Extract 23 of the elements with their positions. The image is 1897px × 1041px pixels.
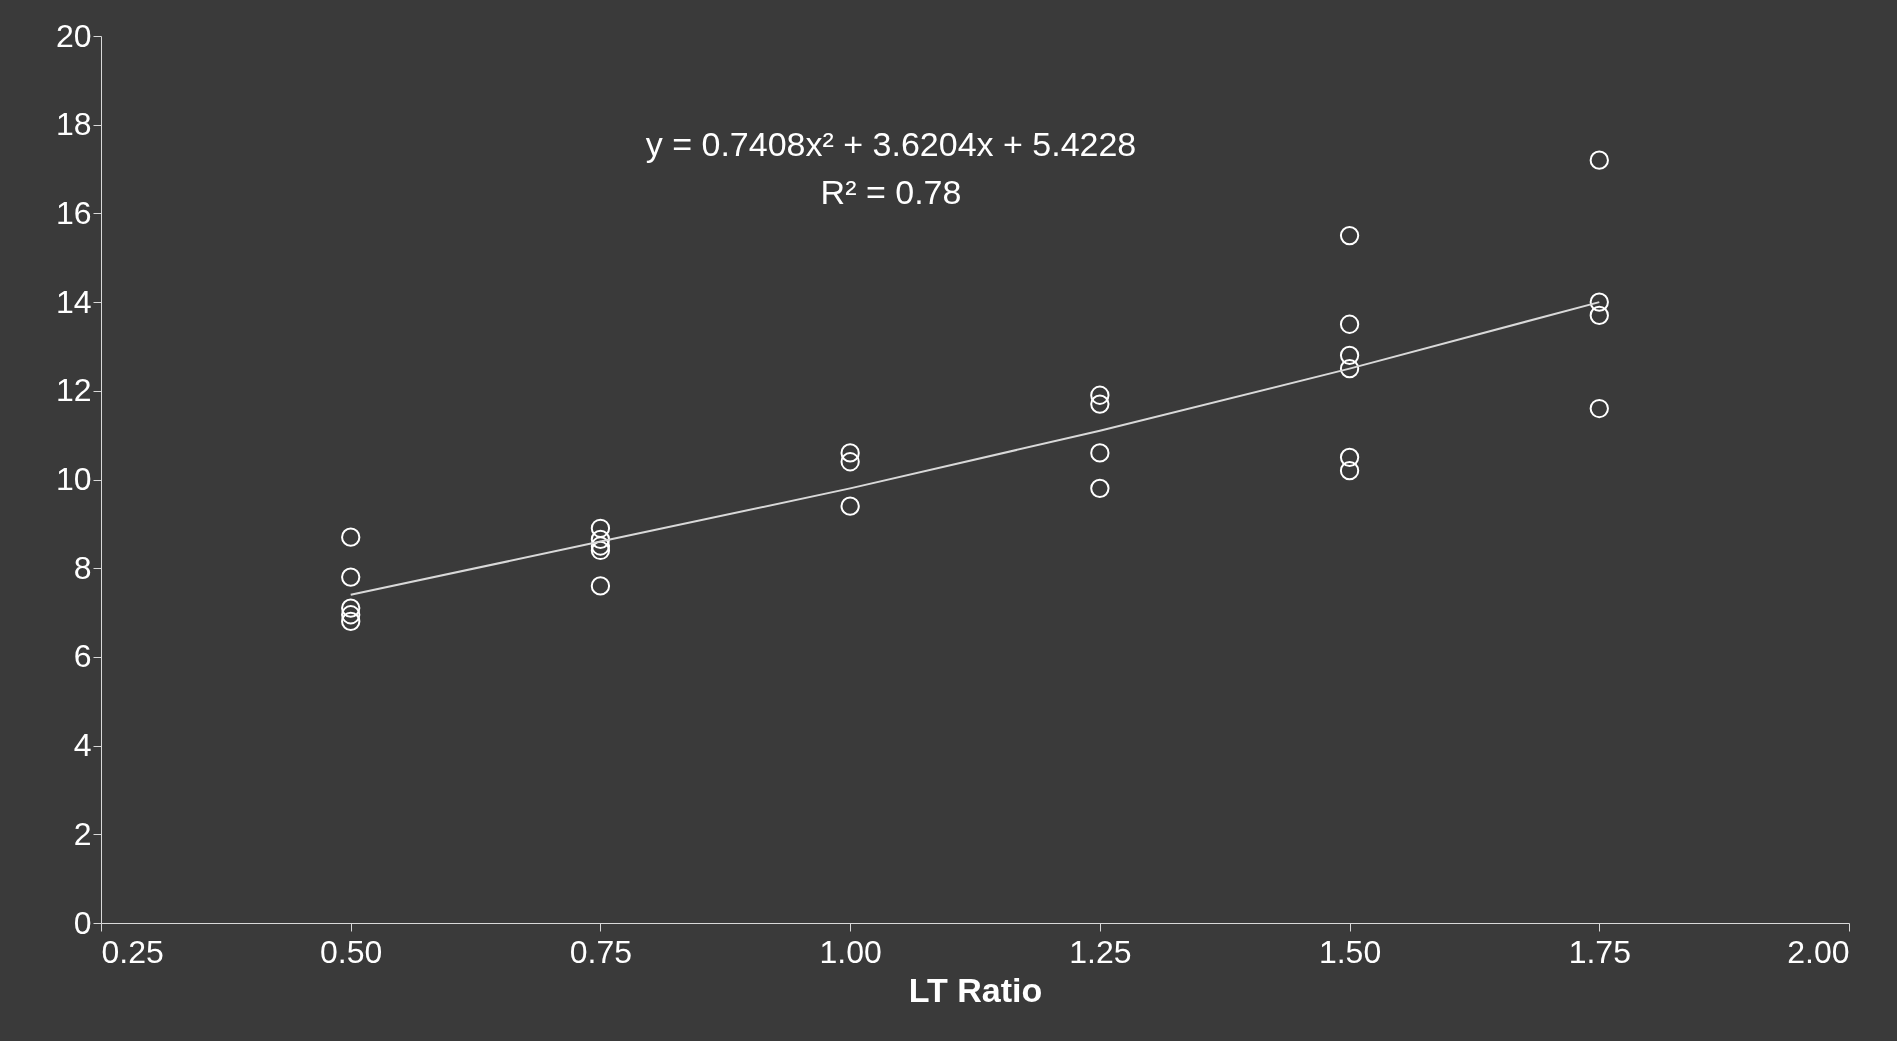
annotation: R² = 0.78 <box>820 173 962 211</box>
y-tick-label: 6 <box>73 638 92 675</box>
y-tick-label: 18 <box>55 106 92 143</box>
y-tick-label: 10 <box>55 461 92 497</box>
annotation: y = 0.7408x² + 3.6204x + 5.4228 <box>645 125 1137 163</box>
y-tick-label: 0 <box>73 904 92 941</box>
x-tick-label: 0.75 <box>569 933 633 970</box>
y-tick-label: 8 <box>73 549 92 586</box>
x-tick-label: 1.00 <box>819 933 882 970</box>
y-tick-label: 12 <box>55 372 92 409</box>
x-axis-title: LT Ratio <box>908 970 1043 1009</box>
x-tick-label: 2.00 <box>1787 933 1850 970</box>
x-tick-label: 1.25 <box>1069 933 1132 970</box>
x-tick-label: 0.25 <box>101 933 164 970</box>
y-tick-label: 20 <box>55 17 92 54</box>
line-series <box>349 301 1601 596</box>
x-tick-label: 0.50 <box>320 933 383 970</box>
y-tick-label: 14 <box>55 283 92 320</box>
y-tick-label: 4 <box>73 727 92 764</box>
x-tick-label: 1.50 <box>1318 933 1382 970</box>
y-tick-label: 16 <box>55 194 92 231</box>
y-tick-label: 2 <box>73 815 92 852</box>
x-tick-label: 1.75 <box>1568 933 1631 970</box>
